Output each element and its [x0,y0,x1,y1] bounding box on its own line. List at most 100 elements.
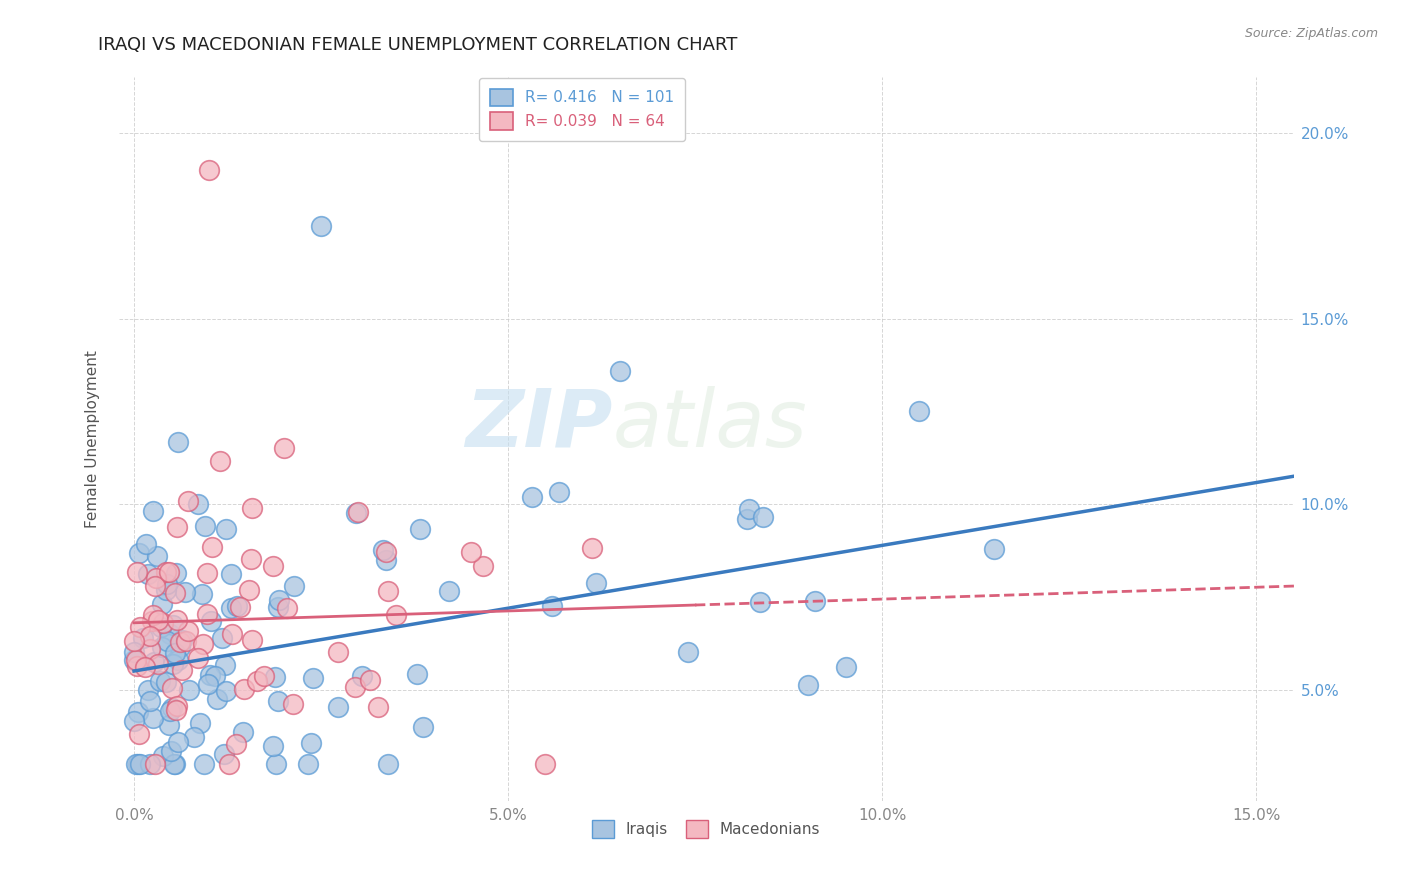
Point [138,641,160,656]
Point [232,682,254,697]
Point [129,620,152,634]
Point [229,600,252,615]
Point [141,614,163,628]
Point [232,725,254,739]
Point [194,518,217,533]
Point [191,637,214,651]
Point [367,700,389,714]
Point [128,726,150,740]
Point [676,645,699,659]
Point [343,680,366,694]
Point [166,520,188,534]
Text: ZIP: ZIP [465,385,613,464]
Point [143,579,166,593]
Point [169,635,191,649]
Point [122,714,145,728]
Point [142,504,165,518]
Point [253,669,276,683]
Point [155,674,177,689]
Point [191,587,214,601]
Point [276,601,298,615]
Point [460,545,482,559]
Point [163,756,186,771]
Point [167,434,190,449]
Point [152,615,174,630]
Point [302,671,325,685]
Point [177,494,200,508]
Point [122,653,145,667]
Point [148,657,170,671]
Point [177,682,200,697]
Point [352,669,374,683]
Point [159,704,181,718]
Point [405,666,427,681]
Point [262,559,284,574]
Point [472,558,495,573]
Point [359,673,381,688]
Point [264,756,287,771]
Point [299,736,322,750]
Point [309,219,332,233]
Point [143,756,166,771]
Point [163,646,186,660]
Point [409,522,432,536]
Point [160,700,183,714]
Point [215,683,238,698]
Point [122,634,145,648]
Point [149,674,172,689]
Point [205,691,228,706]
Point [225,737,247,751]
Point [122,645,145,659]
Point [297,756,319,771]
Point [145,571,167,585]
Point [150,619,173,633]
Point [138,567,160,582]
Point [150,598,173,612]
Point [796,678,818,692]
Text: Source: ZipAtlas.com: Source: ZipAtlas.com [1244,27,1378,40]
Point [165,703,187,717]
Point [127,705,149,719]
Point [344,506,367,520]
Point [581,541,603,555]
Point [138,629,160,643]
Point [167,653,190,667]
Point [520,490,543,504]
Point [328,700,350,714]
Point [188,716,211,731]
Point [239,552,262,566]
Point [131,632,153,646]
Point [267,694,290,708]
Point [269,593,291,607]
Point [169,640,191,654]
Point [264,670,287,684]
Point [146,613,169,627]
Point [262,739,284,753]
Point [218,756,240,771]
Point [214,657,236,672]
Point [326,645,349,659]
Point [377,584,399,599]
Point [138,756,160,771]
Point [142,711,165,725]
Point [165,566,187,580]
Point [266,599,288,614]
Point [737,512,759,526]
Point [908,404,931,418]
Point [197,677,219,691]
Point [803,593,825,607]
Point [127,658,149,673]
Point [143,656,166,670]
Point [174,633,197,648]
Point [155,582,177,597]
Point [187,651,209,665]
Point [163,585,186,599]
Point [136,683,159,698]
Point [128,546,150,560]
Point [211,631,233,645]
Point [162,618,184,632]
Point [385,607,408,622]
Point [198,163,221,178]
Point [437,583,460,598]
Point [142,608,165,623]
